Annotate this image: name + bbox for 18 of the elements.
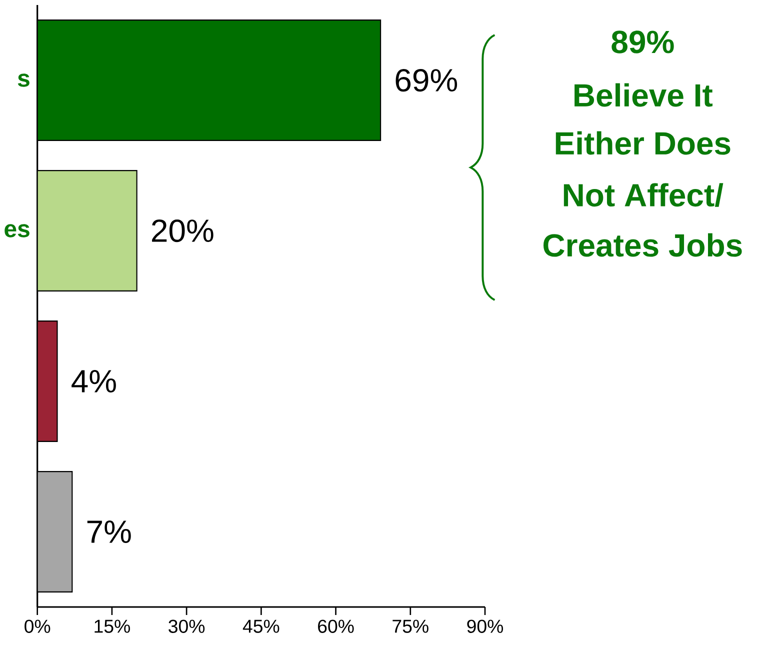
text: Either Does — [556, 131, 730, 155]
y-tick-label: es — [4, 224, 30, 238]
y-tick-label: s — [18, 74, 30, 87]
x-tick-label: 30% — [168, 620, 205, 633]
text: Not Affect/ — [564, 183, 724, 207]
data-label: 69% — [396, 68, 458, 92]
text: 89% — [612, 30, 674, 54]
text: Creates Jobs — [544, 233, 742, 257]
x-tick-label: 90% — [467, 620, 504, 633]
text: Believe It — [574, 83, 713, 107]
data-label: 4% — [72, 370, 116, 392]
x-tick-label: 0% — [24, 620, 50, 633]
data-label: 20% — [152, 219, 214, 242]
data-label: 7% — [87, 520, 131, 543]
x-tick-label: 15% — [94, 620, 130, 633]
x-tick-label: 75% — [392, 620, 428, 633]
x-tick-label: 45% — [242, 620, 280, 633]
x-tick-label: 60% — [318, 620, 354, 633]
